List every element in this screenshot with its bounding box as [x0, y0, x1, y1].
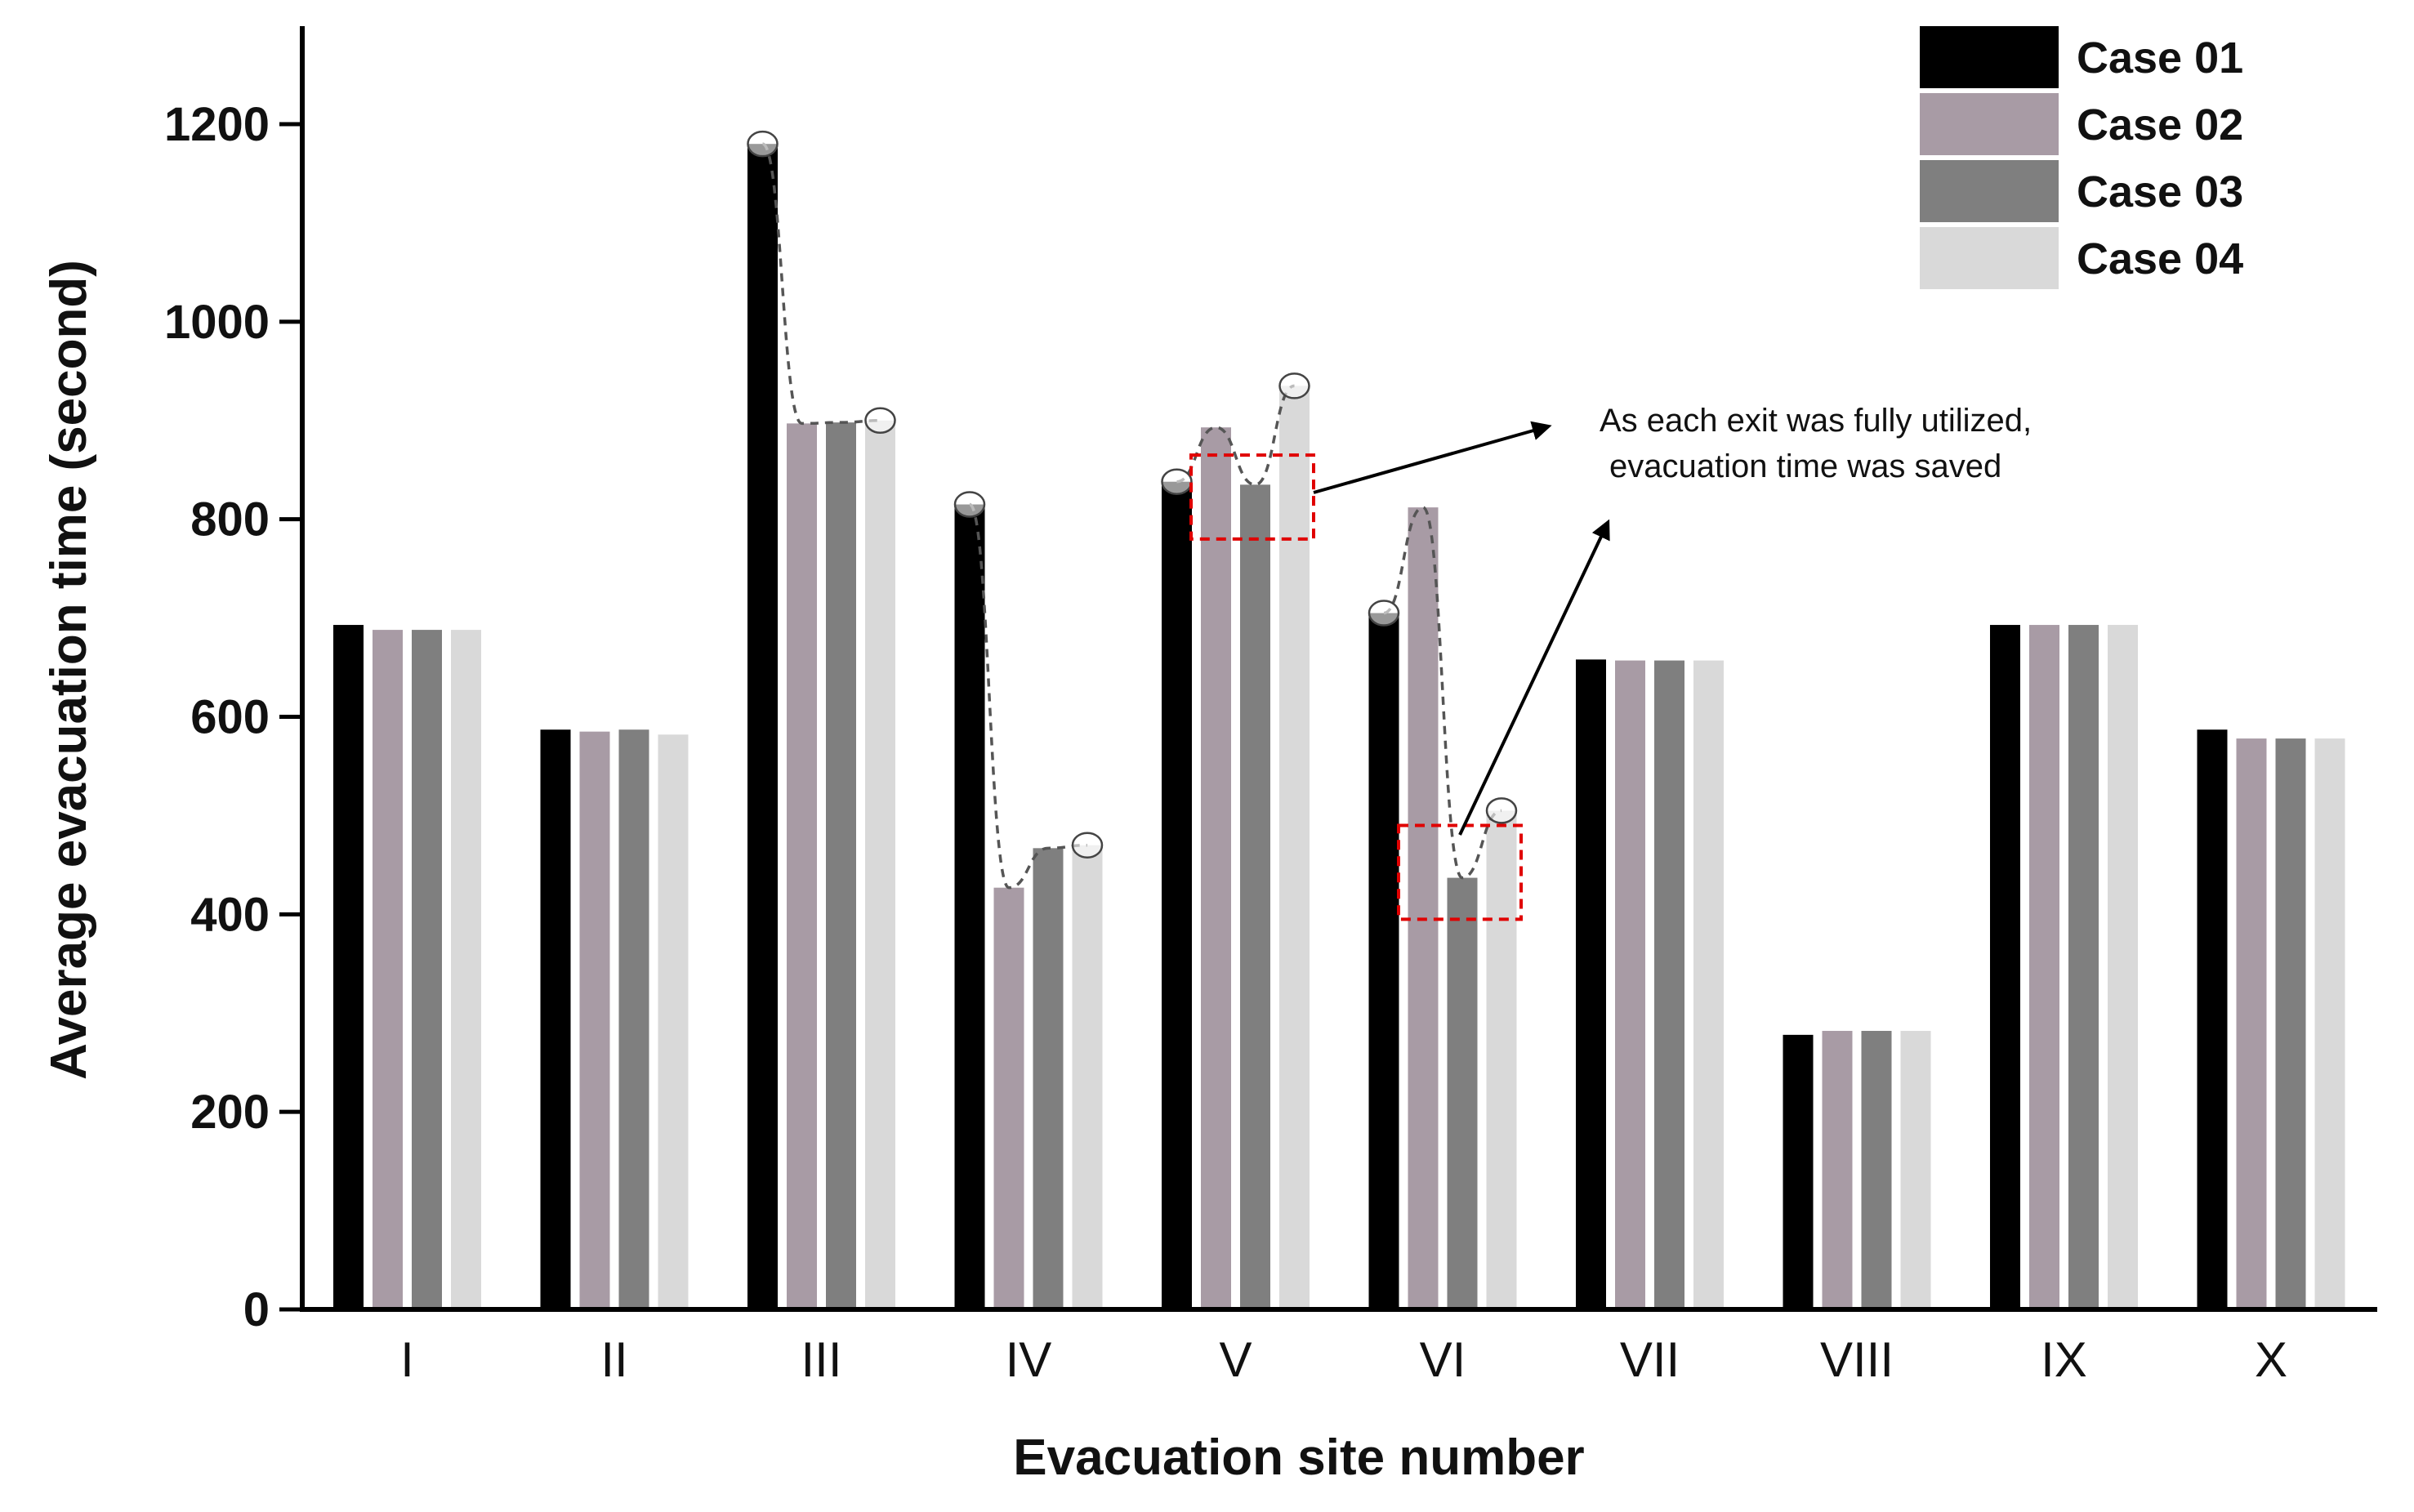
- bar-II-case-03: [618, 729, 649, 1309]
- trend-marker: [1485, 797, 1518, 824]
- x-tick-label: IV: [1006, 1332, 1052, 1387]
- trend-marker: [1368, 600, 1400, 627]
- bar-IX-case-01: [1990, 625, 2020, 1309]
- bar-I-case-03: [412, 630, 442, 1309]
- trend-marker: [953, 491, 986, 518]
- annotation-line-1: As each exit was fully utilized,: [1600, 403, 2032, 439]
- bar-I-case-01: [333, 625, 364, 1309]
- bar-V-case-04: [1279, 386, 1310, 1309]
- bar-X-case-04: [2314, 738, 2345, 1309]
- bar-VII-case-03: [1654, 660, 1684, 1309]
- trend-layer: [747, 130, 1610, 921]
- bar-VII-case-02: [1615, 660, 1645, 1309]
- bar-VI-case-01: [1368, 613, 1399, 1309]
- bar-VIII-case-01: [1783, 1034, 1814, 1309]
- bar-IX-case-03: [2068, 625, 2099, 1309]
- bar-II-case-04: [658, 734, 689, 1309]
- trend-curve-III: [761, 142, 881, 426]
- x-tick-label: V: [1219, 1332, 1252, 1387]
- x-tick-label: IX: [2041, 1332, 2087, 1387]
- bar-X-case-02: [2236, 738, 2267, 1309]
- y-tick-label: 0: [243, 1283, 270, 1336]
- bar-I-case-02: [373, 630, 403, 1309]
- x-tick-label: II: [600, 1332, 627, 1387]
- bar-X-case-03: [2275, 738, 2306, 1309]
- legend-swatch-case-01: [1920, 26, 2059, 88]
- legend-swatch-case-04: [1920, 227, 2059, 289]
- bar-II-case-02: [579, 731, 610, 1309]
- trend-marker: [747, 130, 779, 158]
- trend-curve-VI: [1383, 506, 1502, 880]
- bars-layer: [333, 144, 2345, 1310]
- bar-IV-case-03: [1033, 848, 1064, 1309]
- legend-label: Case 02: [2077, 100, 2243, 149]
- trend-marker: [864, 407, 896, 434]
- y-tick-label: 200: [190, 1086, 270, 1139]
- x-tick-label: I: [400, 1332, 414, 1387]
- y-axis-title: Average evacuation time (second): [41, 260, 97, 1080]
- annotation-arrow-site-v: [1313, 421, 1552, 494]
- bar-VI-case-04: [1486, 810, 1517, 1309]
- x-tick-label: III: [801, 1332, 841, 1387]
- bar-V-case-01: [1162, 481, 1192, 1309]
- annotation-line-2: evacuation time was saved: [1609, 448, 2001, 484]
- bar-V-case-03: [1240, 484, 1270, 1309]
- y-tick-label: 1200: [164, 98, 270, 151]
- trend-curve-IV: [968, 502, 1088, 890]
- y-tick-label: 600: [190, 691, 270, 744]
- legend-label: Case 03: [2077, 167, 2243, 216]
- bar-III-case-02: [787, 423, 817, 1310]
- x-tick-label: VII: [1620, 1332, 1680, 1387]
- bar-V-case-02: [1201, 427, 1231, 1310]
- trend-marker: [1071, 832, 1104, 859]
- bar-IX-case-02: [2029, 625, 2059, 1309]
- highlight-box-site-v: [1189, 453, 1315, 541]
- legend-label: Case 04: [2077, 234, 2243, 283]
- legend: Case 01 Case 02 Case 03 Case 04: [1920, 26, 2243, 289]
- bar-III-case-03: [826, 422, 856, 1309]
- bar-IX-case-04: [2108, 625, 2138, 1309]
- bar-III-case-04: [865, 420, 895, 1309]
- bar-X-case-01: [2197, 729, 2228, 1309]
- x-axis-title: Evacuation site number: [1013, 1429, 1584, 1486]
- bar-VI-case-03: [1447, 877, 1478, 1309]
- bar-II-case-01: [540, 729, 571, 1309]
- legend-swatch-case-03: [1920, 160, 2059, 222]
- legend-swatch-case-02: [1920, 93, 2059, 155]
- x-tick-label: VI: [1420, 1332, 1466, 1387]
- y-tick-label: 800: [190, 493, 270, 546]
- bar-IV-case-02: [993, 887, 1024, 1309]
- bar-VIII-case-02: [1822, 1031, 1853, 1309]
- axes-layer: I II III IV V VI VII VIII IX X0200400600800100012…: [164, 26, 2377, 1387]
- y-tick-label: 400: [190, 888, 270, 941]
- y-tick-label: 1000: [164, 296, 270, 349]
- trend-marker: [1278, 372, 1310, 399]
- bar-VIII-case-03: [1861, 1031, 1892, 1309]
- annotation-arrow-site-vi: [1458, 519, 1610, 836]
- x-tick-label: VIII: [1820, 1332, 1894, 1387]
- highlight-box-site-vi: [1397, 823, 1523, 921]
- bar-VII-case-01: [1576, 659, 1606, 1309]
- bar-IV-case-01: [954, 504, 985, 1309]
- bar-VI-case-02: [1408, 507, 1439, 1309]
- x-tick-label: X: [2255, 1332, 2287, 1387]
- bar-I-case-04: [451, 630, 481, 1309]
- bar-VII-case-04: [1693, 660, 1724, 1309]
- bar-IV-case-04: [1072, 845, 1103, 1309]
- legend-label: Case 01: [2077, 33, 2243, 83]
- bar-III-case-01: [747, 144, 778, 1309]
- trend-curve-V: [1176, 384, 1296, 487]
- bar-VIII-case-04: [1900, 1031, 1931, 1309]
- trend-marker: [1161, 468, 1193, 495]
